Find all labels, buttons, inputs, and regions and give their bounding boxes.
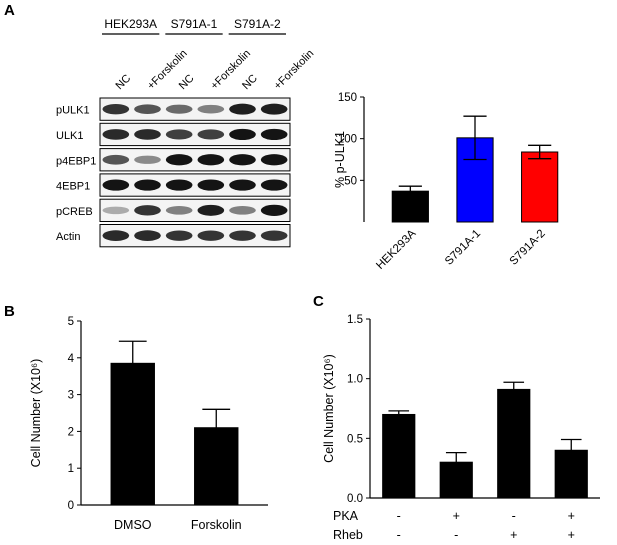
- y-tick-label: 5: [68, 316, 74, 328]
- blot-band: [260, 128, 288, 141]
- blot-band: [260, 179, 288, 191]
- chart-b-cell-number: 0 1 2 3 4 5 Cell Number (X10⁶) DMSO Forskolin: [29, 316, 268, 532]
- y-tick-label: 50: [344, 175, 357, 187]
- condition-sign: +: [453, 509, 460, 523]
- y-tick-label: 150: [338, 92, 357, 104]
- y-tick-label: 0.0: [347, 493, 363, 505]
- blot-band: [165, 104, 193, 114]
- blot-band: [229, 230, 256, 241]
- blot-band: [134, 179, 161, 191]
- blot-row-label: 4EBP1: [56, 181, 90, 193]
- y-tick-label: 100: [338, 134, 357, 146]
- blot-band: [260, 103, 288, 115]
- blot-band: [102, 206, 130, 215]
- blot-band: [134, 205, 161, 216]
- blot-row-label: p4EBP1: [56, 155, 96, 167]
- condition-sign: +: [568, 509, 575, 523]
- condition-label: PKA: [333, 509, 359, 523]
- x-tick-label: S791A-2: [508, 228, 548, 268]
- blot-lane-label: NC: [240, 72, 260, 92]
- bar: [497, 388, 531, 499]
- bar: [110, 362, 155, 506]
- panel-label-c: C: [313, 293, 324, 310]
- blot-band: [260, 204, 288, 216]
- bar: [521, 151, 559, 223]
- blot-row-label: pCREB: [56, 206, 93, 218]
- panel-label-a: A: [4, 2, 15, 19]
- blot-band: [165, 206, 193, 215]
- blot-band: [165, 230, 193, 241]
- condition-sign: -: [397, 528, 401, 542]
- y-tick-label: 4: [68, 353, 75, 365]
- y-tick-label: 1.5: [347, 314, 363, 326]
- blot-group-label: S791A-2: [234, 17, 281, 31]
- y-axis-label: Cell Number (X10⁶): [322, 354, 336, 463]
- blot-band: [229, 128, 256, 141]
- bar: [382, 413, 416, 499]
- blot-band: [134, 230, 161, 241]
- blot-lane-label: NC: [113, 72, 133, 92]
- condition-sign: -: [512, 509, 516, 523]
- blot-group-label: S791A-1: [171, 17, 218, 31]
- blot-band: [260, 230, 288, 241]
- chart-a-pulk1: 50 100 150 % p-ULK1 HEK293A S791A-1 S791A-2: [333, 92, 559, 272]
- blot-lane-label: +Forskolin: [272, 48, 317, 93]
- condition-label: Rheb: [333, 528, 363, 542]
- blot-band: [102, 230, 130, 241]
- condition-sign: +: [568, 528, 575, 542]
- blot-band: [134, 155, 161, 164]
- y-tick-label: 2: [68, 426, 74, 438]
- blot-band: [102, 154, 130, 165]
- blot-band: [197, 179, 225, 191]
- blot-band: [134, 129, 161, 140]
- blot-row-label: Actin: [56, 231, 80, 243]
- blot-band: [102, 103, 130, 115]
- y-axis-label: % p-ULK1: [333, 131, 347, 188]
- y-tick-label: 1.0: [347, 374, 363, 386]
- y-tick-label: 0: [68, 500, 74, 512]
- blot-group-label: HEK293A: [104, 17, 157, 31]
- blot-row-strip: [99, 97, 291, 121]
- blot-row-label: ULK1: [56, 130, 84, 142]
- blot-band: [102, 129, 130, 140]
- blot-band: [229, 154, 256, 166]
- blot-band: [197, 154, 225, 166]
- x-tick-label: Forskolin: [191, 518, 242, 532]
- blot-band: [229, 103, 256, 115]
- blot-band: [229, 206, 256, 215]
- blot-lane-label: NC: [177, 72, 197, 92]
- blot-band: [165, 129, 193, 140]
- condition-sign: -: [397, 509, 401, 523]
- y-axis-label: Cell Number (X10⁶): [29, 359, 43, 468]
- x-tick-label: DMSO: [114, 518, 152, 532]
- blot-band: [134, 104, 161, 114]
- blot-band: [197, 104, 225, 114]
- panel-label-b: B: [4, 303, 15, 320]
- y-tick-label: 1: [68, 463, 74, 475]
- blot-band: [197, 129, 225, 140]
- blot-band: [229, 179, 256, 191]
- condition-sign: +: [510, 528, 517, 542]
- blot-band: [260, 154, 288, 166]
- blot-band: [165, 179, 193, 191]
- x-tick-label: S791A-1: [443, 228, 483, 268]
- blot-row-label: pULK1: [56, 105, 90, 117]
- chart-c-cell-number: 0.0 0.5 1.0 1.5 Cell Number (X10⁶) PKA - + - + Rhe…: [322, 314, 600, 542]
- blot-band: [102, 179, 130, 191]
- y-tick-label: 0.5: [347, 433, 363, 445]
- condition-sign: -: [454, 528, 458, 542]
- blot-band: [197, 204, 225, 216]
- y-tick-label: 3: [68, 390, 74, 402]
- blot-band: [165, 154, 193, 166]
- blot-row-strip: [99, 198, 291, 222]
- blot-band: [197, 230, 225, 241]
- x-tick-label: HEK293A: [374, 227, 418, 271]
- blot-row-strip: [99, 224, 291, 248]
